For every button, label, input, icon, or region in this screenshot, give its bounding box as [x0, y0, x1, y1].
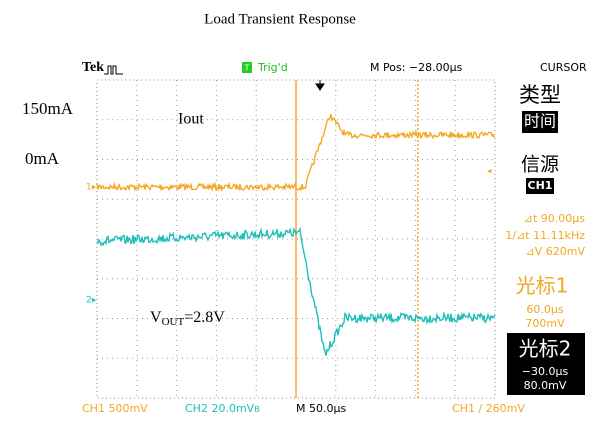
footer-trigger: CH1 ∕ 260mV [452, 402, 525, 415]
cursor1-time: 60.0µs [526, 303, 563, 316]
cursor2: 光标2 [519, 337, 572, 361]
type-value: 时间 [524, 112, 556, 131]
level-marker: ◂ [487, 167, 492, 177]
delta-v: ⊿V 620mV [526, 245, 586, 258]
source-box [526, 178, 554, 194]
ch1-wave [96, 114, 496, 193]
cursor2-box [507, 333, 585, 395]
ch2-wave [96, 226, 496, 356]
vout-sub: OUT [162, 316, 185, 328]
position: M Pos: −28.00µs [370, 61, 463, 74]
vout-val: =2.8V [184, 309, 225, 326]
bw: B [254, 405, 260, 414]
pulse-icon [104, 65, 123, 75]
trig-box [242, 62, 252, 73]
label-iout: Iout [178, 111, 204, 128]
label-0ma: 0mA [25, 149, 60, 168]
ch2-scale: CH2 20.0mV [185, 402, 255, 415]
label-vout: VOUT=2.8V [150, 309, 225, 328]
brand: Tek [82, 60, 104, 75]
cursor1-volt: 700mV [525, 317, 565, 330]
cursor2-volt: 80.0mV [524, 379, 567, 392]
mode: CURSOR [540, 61, 587, 74]
inv-delta-t: 1/⊿t 11.11kHz [505, 229, 585, 242]
footer-timebase: M 50.0µs [296, 402, 346, 415]
delta-t: ⊿t 90.00µs [524, 212, 586, 225]
footer-ch2: CH2 20.0mVB [185, 402, 260, 415]
vout-v: V [150, 309, 162, 326]
ch1-marker: 1▸ [86, 183, 97, 193]
cursor2-time: −30.0µs [522, 365, 569, 378]
source-value: CH1 [528, 179, 553, 192]
type-box [522, 111, 558, 133]
cursor1: 光标1 [516, 274, 569, 298]
source-label: 信源 [521, 154, 559, 176]
type-label: 类型 [519, 83, 561, 107]
trigger-status: Trig'd [257, 61, 288, 74]
title: Load Transient Response [204, 11, 356, 27]
ch2-marker: 2▸ [86, 296, 97, 306]
label-150ma: 150mA [22, 99, 74, 118]
trig-icon: T [244, 64, 250, 73]
footer-ch1: CH1 500mV [82, 402, 148, 415]
graticule [96, 79, 496, 399]
trigger-arrow [315, 80, 325, 91]
